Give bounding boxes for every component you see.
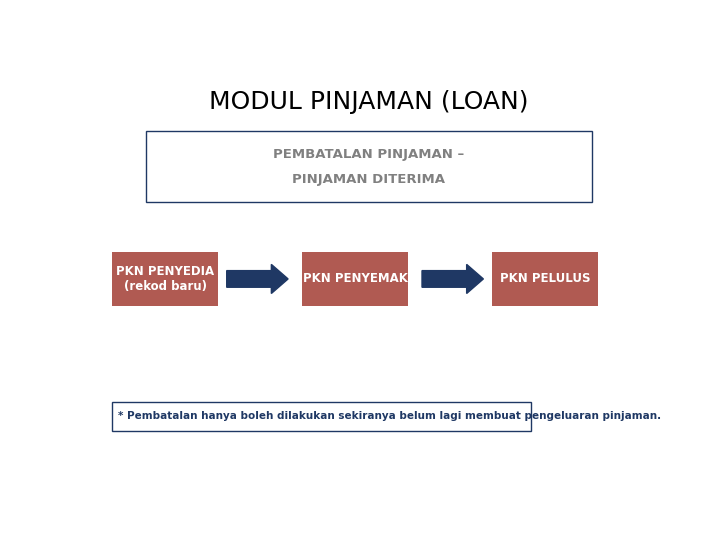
FancyBboxPatch shape: [302, 252, 408, 306]
Text: MODUL PINJAMAN (LOAN): MODUL PINJAMAN (LOAN): [210, 90, 528, 114]
FancyBboxPatch shape: [492, 252, 598, 306]
Text: PKN PELULUS: PKN PELULUS: [500, 273, 590, 286]
Text: PKN PENYEMAK: PKN PENYEMAK: [302, 273, 408, 286]
FancyBboxPatch shape: [112, 252, 218, 306]
FancyBboxPatch shape: [112, 402, 531, 431]
FancyBboxPatch shape: [145, 131, 593, 202]
Text: PEMBATALAN PINJAMAN –: PEMBATALAN PINJAMAN –: [274, 148, 464, 161]
Text: PINJAMAN DITERIMA: PINJAMAN DITERIMA: [292, 173, 446, 186]
Text: * Pembatalan hanya boleh dilakukan sekiranya belum lagi membuat pengeluaran pinj: * Pembatalan hanya boleh dilakukan sekir…: [118, 411, 661, 421]
FancyArrow shape: [422, 265, 483, 294]
Text: PKN PENYEDIA
(rekod baru): PKN PENYEDIA (rekod baru): [116, 265, 215, 293]
FancyArrow shape: [227, 265, 288, 294]
